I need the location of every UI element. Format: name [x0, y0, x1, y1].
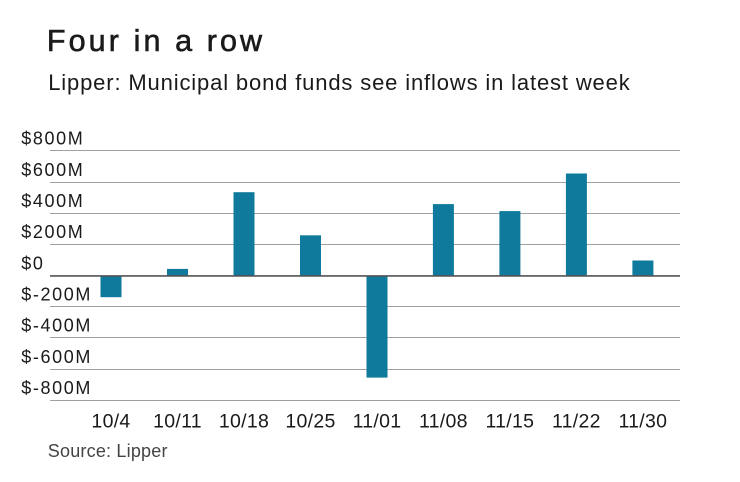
- svg-text:Four in a row: Four in a row: [47, 24, 265, 58]
- svg-text:$600M: $600M: [21, 160, 84, 180]
- svg-text:10/18: 10/18: [219, 411, 269, 433]
- svg-text:Source: Lipper: Source: Lipper: [48, 441, 168, 461]
- svg-text:11/30: 11/30: [618, 411, 667, 433]
- svg-text:11/22: 11/22: [552, 411, 601, 433]
- svg-text:10/11: 10/11: [153, 411, 202, 433]
- svg-text:$-800M: $-800M: [21, 378, 92, 398]
- svg-text:11/15: 11/15: [485, 411, 534, 433]
- svg-text:$-200M: $-200M: [21, 285, 92, 305]
- svg-text:$400M: $400M: [21, 191, 84, 211]
- svg-text:10/4: 10/4: [91, 411, 130, 433]
- svg-text:$800M: $800M: [21, 129, 84, 149]
- svg-text:$200M: $200M: [21, 222, 84, 242]
- svg-text:11/01: 11/01: [353, 411, 402, 433]
- svg-text:$-400M: $-400M: [21, 316, 92, 336]
- svg-text:10/25: 10/25: [285, 411, 335, 433]
- svg-text:Lipper: Municipal bond funds s: Lipper: Municipal bond funds see inflows…: [48, 70, 631, 95]
- svg-text:11/08: 11/08: [419, 411, 468, 433]
- svg-text:$0: $0: [21, 253, 44, 273]
- svg-text:$-600M: $-600M: [21, 347, 92, 367]
